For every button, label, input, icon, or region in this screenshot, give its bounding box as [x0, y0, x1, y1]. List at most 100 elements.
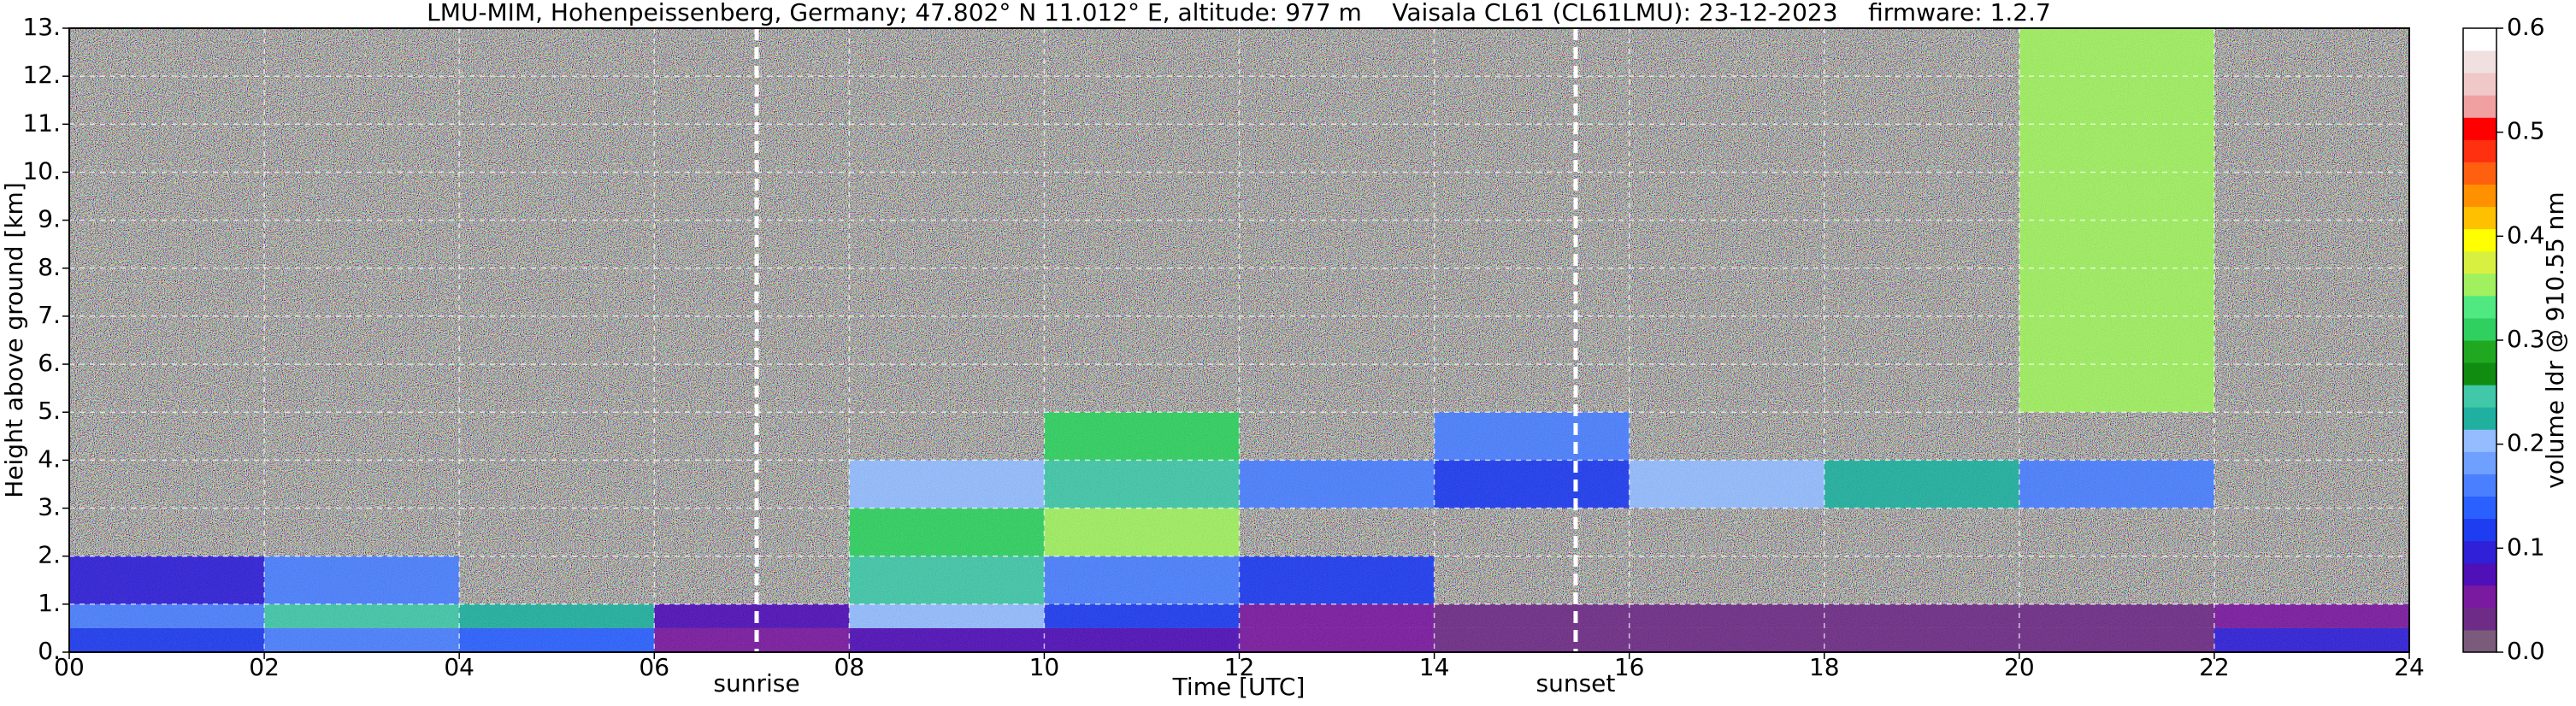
y-tick-label: 11. — [22, 109, 61, 137]
colorbar-tick-label: 0.0 — [2507, 637, 2545, 665]
x-tick-label: 16 — [1614, 653, 1645, 681]
colorbar-segment — [2463, 540, 2496, 564]
colorbar-segment — [2463, 429, 2496, 452]
colorbar-segment — [2463, 607, 2496, 631]
colorbar-segment — [2463, 474, 2496, 497]
y-tick-label: 6. — [38, 349, 61, 377]
chart-title: LMU-MIM, Hohenpeissenberg, Germany; 47.8… — [427, 0, 2051, 26]
heatmap-cell — [654, 603, 850, 628]
heatmap-cell — [1239, 627, 1435, 652]
colorbar-tick-label: 0.1 — [2507, 532, 2545, 561]
colorbar-segment — [2463, 451, 2496, 474]
heatmap-cell — [264, 556, 460, 604]
colorbar-segment — [2463, 28, 2496, 51]
colorbar-segment — [2463, 295, 2496, 319]
colorbar-segment — [2463, 139, 2496, 162]
heatmap-cell — [1239, 556, 1435, 604]
colorbar-segment — [2463, 228, 2496, 252]
heatmap-cell — [1629, 460, 1824, 509]
x-tick-label: 04 — [444, 653, 475, 681]
heatmap-cell — [849, 603, 1045, 628]
y-axis-label: Height above ground [km] — [0, 182, 28, 498]
heatmap-cell — [849, 460, 1045, 509]
heatmap-cell — [1629, 603, 1824, 628]
heatmap-cell — [69, 603, 265, 628]
colorbar-segment — [2463, 562, 2496, 586]
colorbar-segment — [2463, 317, 2496, 341]
annotation-label: sunset — [1536, 669, 1616, 697]
heatmap-cell — [264, 627, 460, 652]
y-tick-label: 5. — [38, 397, 61, 425]
colorbar-segment — [2463, 73, 2496, 96]
heatmap-cell — [1824, 627, 2019, 652]
annotation-label: sunrise — [713, 669, 799, 697]
colorbar-segment — [2463, 518, 2496, 542]
heatmap-cell — [1044, 627, 1240, 652]
heatmap-cell — [1044, 556, 1240, 604]
y-tick-label: 3. — [38, 493, 61, 521]
heatmap-cell — [2019, 627, 2214, 652]
colorbar-segment — [2463, 117, 2496, 140]
x-tick-label: 14 — [1419, 653, 1450, 681]
colorbar-tick-label: 0.6 — [2507, 13, 2545, 41]
colorbar-segment — [2463, 273, 2496, 297]
colorbar-segment — [2463, 496, 2496, 520]
heatmap-cell — [2019, 603, 2214, 628]
y-tick-label: 1. — [38, 589, 61, 617]
heatmap-cell — [1239, 603, 1435, 628]
colorbar-segment — [2463, 95, 2496, 118]
colorbar-segment — [2463, 250, 2496, 274]
colorbar-segment — [2463, 385, 2496, 408]
heatmap-cell — [69, 627, 265, 652]
y-tick-label: 9. — [38, 205, 61, 233]
x-tick-label: 02 — [249, 653, 280, 681]
colorbar-tick-label: 0.4 — [2507, 221, 2545, 249]
colorbar-segment — [2463, 362, 2496, 385]
colorbar-tick-label: 0.3 — [2507, 325, 2545, 353]
x-tick-label: 00 — [54, 653, 85, 681]
colorbar-segment — [2463, 585, 2496, 609]
heatmap-cell — [849, 556, 1045, 604]
heatmap-cell — [1044, 460, 1240, 509]
heatmap-cell — [1044, 508, 1240, 556]
heatmap-cell — [849, 508, 1045, 556]
heatmap-cell — [459, 603, 655, 628]
colorbar-segment — [2463, 407, 2496, 430]
heatmap-cell — [2213, 627, 2409, 652]
heatmap-cell — [1044, 412, 1240, 461]
y-tick-label: 13. — [22, 13, 61, 41]
colorbar-segment — [2463, 162, 2496, 185]
heatmap-cell — [1434, 627, 1630, 652]
heatmap-cell — [1824, 603, 2019, 628]
heatmap-cell — [69, 556, 265, 604]
heatmap-cell — [1434, 603, 1630, 628]
y-tick-label: 7. — [38, 301, 61, 329]
colorbar-segment — [2463, 629, 2496, 653]
colorbar-tick-label: 0.2 — [2507, 429, 2545, 457]
colorbar-segment — [2463, 206, 2496, 230]
colorbar-label: volume ldr @ 910.55 nm — [2541, 191, 2569, 488]
colorbar-segment — [2463, 50, 2496, 74]
y-tick-label: 4. — [38, 444, 61, 473]
x-tick-label: 18 — [1809, 653, 1840, 681]
heatmap-cell — [1434, 460, 1630, 509]
x-tick-label: 24 — [2394, 653, 2425, 681]
colorbar-segment — [2463, 340, 2496, 363]
y-tick-label: 8. — [38, 253, 61, 281]
x-tick-label: 10 — [1029, 653, 1060, 681]
heatmap-cell — [1824, 460, 2019, 509]
colorbar-segment — [2463, 184, 2496, 208]
y-tick-label: 12. — [22, 61, 61, 89]
heatmap-cell — [2019, 460, 2214, 509]
heatmap-cell — [849, 627, 1045, 652]
heatmap-cell — [264, 603, 460, 628]
heatmap-cell — [1629, 627, 1824, 652]
x-tick-label: 22 — [2199, 653, 2230, 681]
y-tick-label: 0. — [38, 637, 61, 665]
heatmap-cell — [1434, 412, 1630, 461]
x-axis-label: Time [UTC] — [1172, 673, 1306, 701]
heatmap-cell — [1044, 603, 1240, 628]
x-tick-label: 20 — [2004, 653, 2035, 681]
x-tick-label: 06 — [639, 653, 669, 681]
